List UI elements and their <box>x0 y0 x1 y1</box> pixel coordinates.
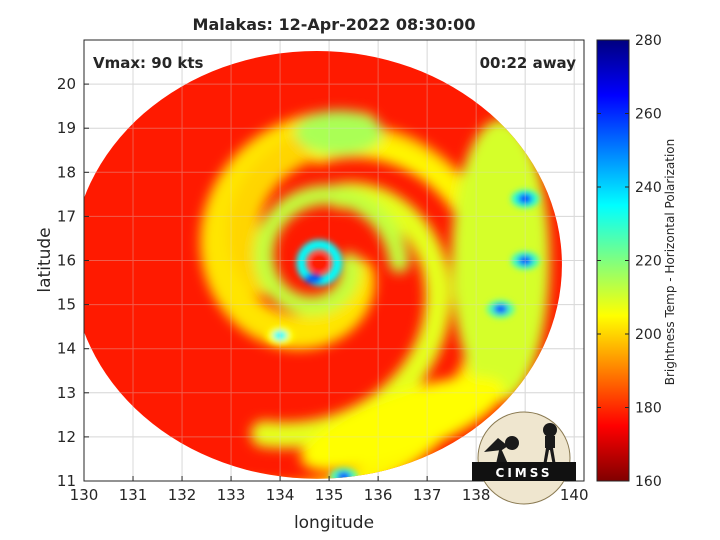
colorbar-tick-label: 220 <box>635 254 662 270</box>
x-axis-label: longitude <box>294 513 374 533</box>
y-tick-label: 19 <box>57 119 76 137</box>
eyewall-hotspot <box>304 273 323 284</box>
logo-badge <box>477 411 571 505</box>
rainband <box>253 184 410 316</box>
x-tick-label: 136 <box>364 486 393 504</box>
x-tick-label: 131 <box>119 486 148 504</box>
rainband-north <box>294 110 384 155</box>
rainband-south <box>300 376 505 471</box>
logo-dome-icon <box>505 436 519 450</box>
logo-dish-icon <box>484 438 508 464</box>
convective-core <box>518 255 533 266</box>
colorbar-tick-label: 260 <box>635 107 662 123</box>
y-tick-label: 18 <box>57 163 76 181</box>
x-tick-label: 140 <box>560 486 589 504</box>
logo-ground <box>472 462 576 481</box>
colorbar-label: Brightness Temp - Horizontal Polarizatio… <box>663 139 677 386</box>
convective-core <box>336 471 351 479</box>
x-tick-label: 135 <box>315 486 344 504</box>
brightness-swath <box>84 51 562 479</box>
colorbar-tick-label: 200 <box>635 327 662 343</box>
eye <box>310 253 329 272</box>
x-tick-label: 137 <box>413 486 442 504</box>
x-tick-label: 132 <box>168 486 197 504</box>
y-tick-label: 20 <box>57 75 76 93</box>
convective-core <box>273 330 288 341</box>
x-tick-label: 138 <box>462 486 491 504</box>
rainband <box>200 110 380 350</box>
y-tick-label: 13 <box>57 384 76 402</box>
colorbar-tick-label: 240 <box>635 180 662 196</box>
x-tick-label: 130 <box>70 486 99 504</box>
colorbar-tick-label: 180 <box>635 401 662 417</box>
convective-core <box>518 193 533 204</box>
convective-core <box>493 304 508 315</box>
colorbar-ticks: 160 180 200 220 240 260 280 <box>597 33 662 490</box>
chart-title: Malakas: 12-Apr-2022 08:30:00 <box>193 15 476 34</box>
logo-tower-icon <box>543 436 556 466</box>
y-tick-label: 17 <box>57 207 76 225</box>
time-away-annotation: 00:22 away <box>480 54 577 72</box>
colorbar <box>596 39 630 482</box>
y-tick-label: 16 <box>57 252 76 270</box>
vmax-annotation: Vmax: 90 kts <box>93 54 203 72</box>
cimss-logo: CIMSS <box>472 411 576 505</box>
y-tick-label: 12 <box>57 428 76 446</box>
colorbar-tick-label: 160 <box>635 474 662 490</box>
x-tick-label: 134 <box>266 486 295 504</box>
logo-text: CIMSS <box>496 466 553 480</box>
x-tick-label: 133 <box>217 486 246 504</box>
colorbar-tick-label: 280 <box>635 33 662 49</box>
y-axis-label: latitude <box>35 227 55 292</box>
y-tick-label: 15 <box>57 296 76 314</box>
y-tick-label: 11 <box>57 472 76 490</box>
y-axis: 11 12 13 14 15 16 17 18 19 20 <box>57 75 89 490</box>
y-tick-label: 14 <box>57 340 76 358</box>
